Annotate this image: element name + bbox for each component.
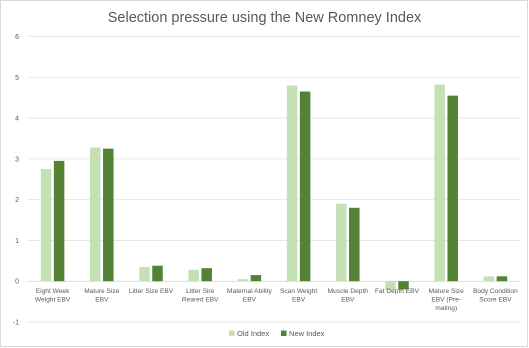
bar-new-index — [53, 160, 65, 282]
x-axis-category-labels: Eight Week Weight EBV Mature Size EBV Litter… — [35, 288, 518, 312]
legend-label: Old Index — [237, 329, 269, 338]
x-category-label: Mature Size EBV — [84, 288, 120, 304]
bar-old-index — [385, 281, 396, 291]
bar-old-index — [139, 266, 150, 282]
x-category-label: Maternal Ability EBV — [227, 288, 272, 304]
bar-new-index — [103, 148, 114, 282]
bar-new-index — [152, 265, 163, 282]
chart-title: Selection pressure using the New Romney … — [107, 10, 422, 26]
x-category-label: Muscle Depth EBV — [328, 288, 369, 304]
bar-old-index — [188, 269, 199, 282]
bar-new-index — [349, 207, 360, 282]
y-tick-label: -1 — [13, 320, 19, 327]
bar-new-index — [496, 276, 508, 282]
y-tick-label: 1 — [15, 238, 19, 245]
bar-old-index — [286, 85, 298, 282]
bar-new-index — [250, 275, 262, 282]
bar-old-index — [434, 84, 445, 282]
legend: Old Index New Index — [229, 329, 325, 338]
bar-old-index — [483, 276, 495, 282]
bar-old-index — [336, 203, 347, 282]
x-category-label: Litter Size EBV — [129, 288, 174, 295]
x-category-label: Scan Weight EBV — [280, 288, 317, 304]
x-category-label: Body Condition Score EBV — [473, 288, 518, 304]
x-category-label: Fat Depth EBV — [375, 288, 420, 295]
x-category-label: Mature Size EBV (Pre-mating) — [429, 288, 465, 312]
y-axis-tick-labels: -1 0 1 2 3 4 5 6 — [13, 34, 19, 327]
y-tick-label: 2 — [15, 197, 19, 204]
legend-label: New Index — [289, 329, 325, 338]
bar-new-index — [201, 268, 212, 282]
legend-swatch — [229, 330, 235, 336]
bars — [40, 84, 508, 291]
legend-swatch — [281, 330, 287, 336]
y-tick-label: 0 — [15, 279, 19, 286]
bar-old-index — [237, 279, 249, 282]
y-tick-label: 3 — [15, 156, 19, 163]
y-tick-label: 5 — [15, 75, 19, 82]
bar-new-index — [447, 95, 458, 282]
bar-new-index — [299, 91, 311, 282]
bar-new-index — [398, 281, 409, 290]
x-category-label: Litter Sire Reared EBV — [182, 288, 219, 304]
bar-old-index — [90, 147, 101, 282]
x-category-label: Eight Week Weight EBV — [35, 288, 71, 304]
y-tick-label: 4 — [15, 116, 19, 123]
y-tick-label: 6 — [15, 34, 19, 41]
gridlines — [28, 36, 520, 323]
bar-old-index — [40, 169, 52, 282]
